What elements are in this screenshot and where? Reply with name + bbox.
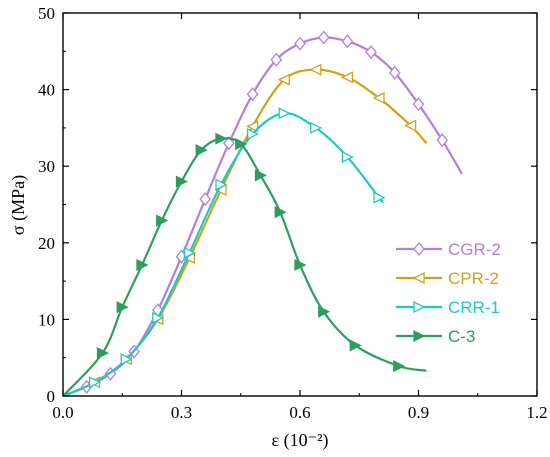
x-tick-label: 0.3 xyxy=(171,403,192,422)
data-point xyxy=(136,258,149,272)
data-point xyxy=(294,258,307,272)
data-point xyxy=(372,91,385,105)
legend-marker xyxy=(413,329,426,343)
series-line xyxy=(62,137,427,397)
x-tick-label: 1.2 xyxy=(526,403,547,422)
data-point xyxy=(277,73,290,86)
data-point xyxy=(215,132,228,145)
legend-label: CPR-2 xyxy=(448,269,499,288)
legend-label: C-3 xyxy=(448,327,475,346)
y-tick-label: 20 xyxy=(38,234,55,253)
series-cgr-2 xyxy=(62,30,463,398)
x-tick-label: 0.6 xyxy=(289,403,310,422)
series-cpr-2 xyxy=(62,63,428,398)
data-point xyxy=(278,107,291,120)
data-point xyxy=(195,144,208,157)
y-tick-label: 40 xyxy=(38,81,55,100)
data-point xyxy=(349,339,362,352)
data-point xyxy=(88,376,102,389)
data-point xyxy=(116,301,129,314)
legend-label: CRR-1 xyxy=(448,298,500,317)
data-point xyxy=(294,36,306,51)
data-point xyxy=(175,175,188,188)
data-point xyxy=(235,137,248,151)
data-point xyxy=(96,347,109,360)
legend-marker xyxy=(412,271,425,285)
series-layer xyxy=(62,30,463,398)
data-point xyxy=(365,45,377,60)
x-tick-label: 0.0 xyxy=(52,403,73,422)
data-point xyxy=(152,311,165,324)
data-point xyxy=(412,97,425,112)
data-point xyxy=(373,191,386,204)
data-point xyxy=(317,30,330,45)
legend: CGR-2 CPR-2 CRR-1 C-3 xyxy=(396,240,501,346)
legend-item-crr-1: CRR-1 xyxy=(396,298,500,317)
y-tick-label: 50 xyxy=(38,4,55,23)
series-crr-1 xyxy=(62,107,386,398)
series-c-3 xyxy=(62,132,427,397)
data-point xyxy=(341,34,354,49)
data-point xyxy=(388,65,401,80)
data-point xyxy=(309,63,322,76)
x-tick-label: 0.9 xyxy=(408,403,429,422)
data-point xyxy=(341,150,354,164)
y-tick-label: 10 xyxy=(38,310,55,329)
y-axis-title: σ (MPa) xyxy=(8,175,29,235)
y-tick-label: 0 xyxy=(47,387,56,406)
legend-marker xyxy=(413,300,426,314)
data-point xyxy=(183,246,196,259)
series-line xyxy=(62,36,463,398)
legend-label: CGR-2 xyxy=(448,240,501,259)
data-point xyxy=(270,52,283,67)
data-point xyxy=(246,87,259,102)
legend-item-c-3: C-3 xyxy=(396,327,475,346)
data-point xyxy=(199,192,212,207)
x-axis-title: ε (10⁻²) xyxy=(272,430,329,451)
data-point xyxy=(340,71,354,84)
data-point xyxy=(404,119,417,132)
data-point xyxy=(310,121,323,134)
data-point xyxy=(318,305,331,318)
data-point xyxy=(274,206,287,219)
data-point xyxy=(246,127,260,141)
data-point xyxy=(254,169,267,182)
axes-layer: 0.0 0.3 0.6 0.9 1.2 0 10 20 30 40 50 xyxy=(38,4,548,422)
data-point xyxy=(393,360,406,373)
data-point xyxy=(223,136,235,151)
series-line xyxy=(62,68,428,398)
legend-item-cpr-2: CPR-2 xyxy=(396,269,499,288)
legend-item-cgr-2: CGR-2 xyxy=(396,240,501,259)
data-point xyxy=(156,214,169,227)
y-tick-label: 30 xyxy=(38,157,55,176)
legend-marker xyxy=(413,241,425,257)
data-point xyxy=(215,178,228,191)
data-point xyxy=(120,353,133,366)
data-point xyxy=(436,133,449,148)
data-point xyxy=(246,120,259,133)
